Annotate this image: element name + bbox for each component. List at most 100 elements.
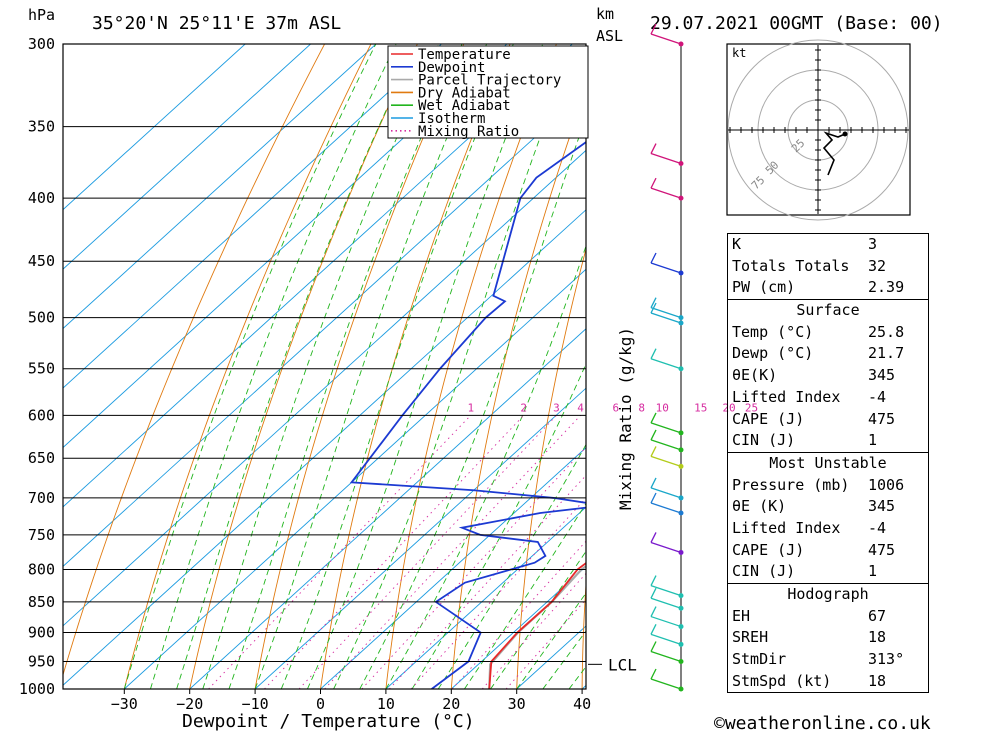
wind-barb-feather bbox=[650, 668, 657, 680]
mixing-ratio-label: 3 bbox=[553, 401, 560, 414]
dry-adiabat-line bbox=[944, 44, 975, 689]
legend-label: Mixing Ratio bbox=[418, 124, 519, 140]
stat-row-mu-theta: θE (K) 345 bbox=[732, 497, 896, 516]
pressure-tick-label: 1000 bbox=[19, 680, 55, 698]
stat-row-mu-li: Lifted Index -4 bbox=[732, 518, 887, 537]
unit-asl-label: ASL bbox=[596, 27, 623, 45]
wet-adiabat-line bbox=[437, 443, 586, 689]
pressure-tick-label: 900 bbox=[28, 624, 55, 642]
stat-row-mu-cin: CIN (J) 1 bbox=[732, 562, 878, 581]
wind-barb-feather bbox=[650, 606, 657, 617]
temperature-line bbox=[488, 561, 586, 689]
wind-barb-shaft bbox=[650, 541, 682, 554]
wind-barb-feather bbox=[650, 575, 657, 586]
pressure-tick-label: 600 bbox=[28, 406, 55, 424]
stat-row-theta: θE(K) 345 bbox=[732, 366, 896, 385]
legend-label: Isotherm bbox=[418, 111, 485, 127]
wind-barb-shaft bbox=[650, 650, 682, 663]
dry-adiabat-line bbox=[254, 44, 465, 689]
unit-km-label: km bbox=[596, 5, 614, 23]
wet-adiabat-line bbox=[359, 115, 586, 689]
location-title: 35°20'N 25°11'E 37m ASL bbox=[92, 13, 341, 34]
mixing-ratio-label: 2 bbox=[520, 401, 527, 414]
pressure-tick-label: 450 bbox=[28, 252, 55, 270]
pressure-tick-label: 750 bbox=[28, 526, 55, 544]
legend-box bbox=[387, 45, 589, 139]
wind-barb-shaft bbox=[650, 633, 682, 645]
x-tick-label: 0 bbox=[316, 695, 325, 713]
wind-barb-shaft bbox=[650, 422, 682, 434]
hodo-title: Hodograph bbox=[728, 583, 928, 606]
mixing-ratio-line bbox=[505, 598, 586, 689]
wet-adiabat-line bbox=[307, 44, 544, 689]
isotherm-line bbox=[189, 328, 586, 689]
copyright: ©weatheronline.co.uk bbox=[714, 713, 931, 733]
x-tick-label: 10 bbox=[377, 695, 395, 713]
pressure-tick-label: 950 bbox=[28, 653, 55, 671]
wind-barb-feather bbox=[650, 429, 657, 441]
mixing-ratio-line bbox=[298, 415, 557, 689]
wind-barb-shaft bbox=[650, 152, 682, 165]
x-tick-label: 20 bbox=[442, 695, 460, 713]
x-tick-label: −10 bbox=[242, 695, 269, 713]
isotherm-line bbox=[385, 506, 586, 689]
stat-row-cape: CAPE (J) 475 bbox=[732, 409, 896, 428]
wind-barb-feather bbox=[650, 143, 657, 154]
wind-barb-feather bbox=[650, 23, 657, 35]
mixing-ratio-label: 1 bbox=[467, 401, 474, 414]
pressure-tick-label: 650 bbox=[28, 449, 55, 467]
stats-hodograph: Hodograph EH 67 SREH 18 StmDir 313° StmSpd … bbox=[728, 583, 928, 692]
stat-row-sreh: SREH 18 bbox=[732, 628, 887, 647]
wind-barb-shaft bbox=[650, 187, 682, 199]
wind-barb-shaft bbox=[650, 455, 682, 468]
x-axis-title: Dewpoint / Temperature (°C) bbox=[182, 711, 475, 732]
isotherm-line bbox=[63, 44, 508, 449]
wind-barb-shaft bbox=[650, 502, 682, 514]
wind-barb-feather bbox=[650, 252, 657, 264]
stats-unstable: Most Unstable Pressure (mb) 1006 θE (K) 34… bbox=[728, 451, 928, 583]
mixing-ratio-line bbox=[410, 497, 586, 689]
pressure-tick-label: 700 bbox=[28, 489, 55, 507]
wind-barb-feather bbox=[650, 297, 657, 308]
mixing-ratio-label: 6 bbox=[612, 401, 619, 414]
mixing-ratio-line bbox=[451, 540, 586, 689]
x-tick-label: −30 bbox=[111, 695, 138, 713]
isotherm-line bbox=[63, 44, 573, 508]
wind-barb-shaft bbox=[650, 312, 682, 324]
wind-barbs bbox=[650, 23, 684, 692]
pressure-tick-label: 400 bbox=[28, 189, 55, 207]
x-tick-label: 30 bbox=[508, 695, 526, 713]
wind-barb-shaft bbox=[650, 487, 682, 499]
wind-barb-feather bbox=[650, 177, 657, 189]
isotherm-line bbox=[320, 447, 586, 689]
mixing-ratio-line bbox=[481, 572, 586, 689]
isotherm-line bbox=[63, 44, 442, 389]
legend-label: Parcel Trajectory bbox=[418, 73, 561, 89]
unstable-title: Most Unstable bbox=[728, 451, 928, 475]
mixing-ratio-label: 4 bbox=[577, 401, 584, 414]
mixing-ratio-label: 10 bbox=[656, 401, 669, 414]
wind-barb-feather bbox=[650, 641, 657, 652]
stat-row-cin: CIN (J) 1 bbox=[732, 431, 878, 450]
stat-row-stmspd: StmSpd (kt) 18 bbox=[732, 671, 887, 690]
isotherm-line bbox=[63, 149, 586, 627]
isotherm-line bbox=[254, 387, 586, 689]
wind-barb-feather bbox=[650, 587, 657, 599]
pressure-tick-label: 850 bbox=[28, 593, 55, 611]
wind-barb-feather bbox=[650, 532, 657, 543]
wind-barb-feather bbox=[650, 446, 657, 457]
wind-barb-feather bbox=[650, 477, 657, 489]
mixing-ratio-line bbox=[388, 474, 586, 689]
legend-label: Dry Adiabat bbox=[418, 85, 511, 101]
dry-adiabat-line bbox=[123, 44, 372, 689]
pressure-tick-label: 800 bbox=[28, 560, 55, 578]
wet-adiabat-line bbox=[333, 44, 577, 689]
stat-row-mu-cape: CAPE (J) 475 bbox=[732, 540, 896, 559]
lcl-label: LCL bbox=[608, 655, 637, 674]
mixing-ratio-line bbox=[361, 446, 586, 689]
mixing-ratio-label: 25 bbox=[745, 401, 758, 414]
